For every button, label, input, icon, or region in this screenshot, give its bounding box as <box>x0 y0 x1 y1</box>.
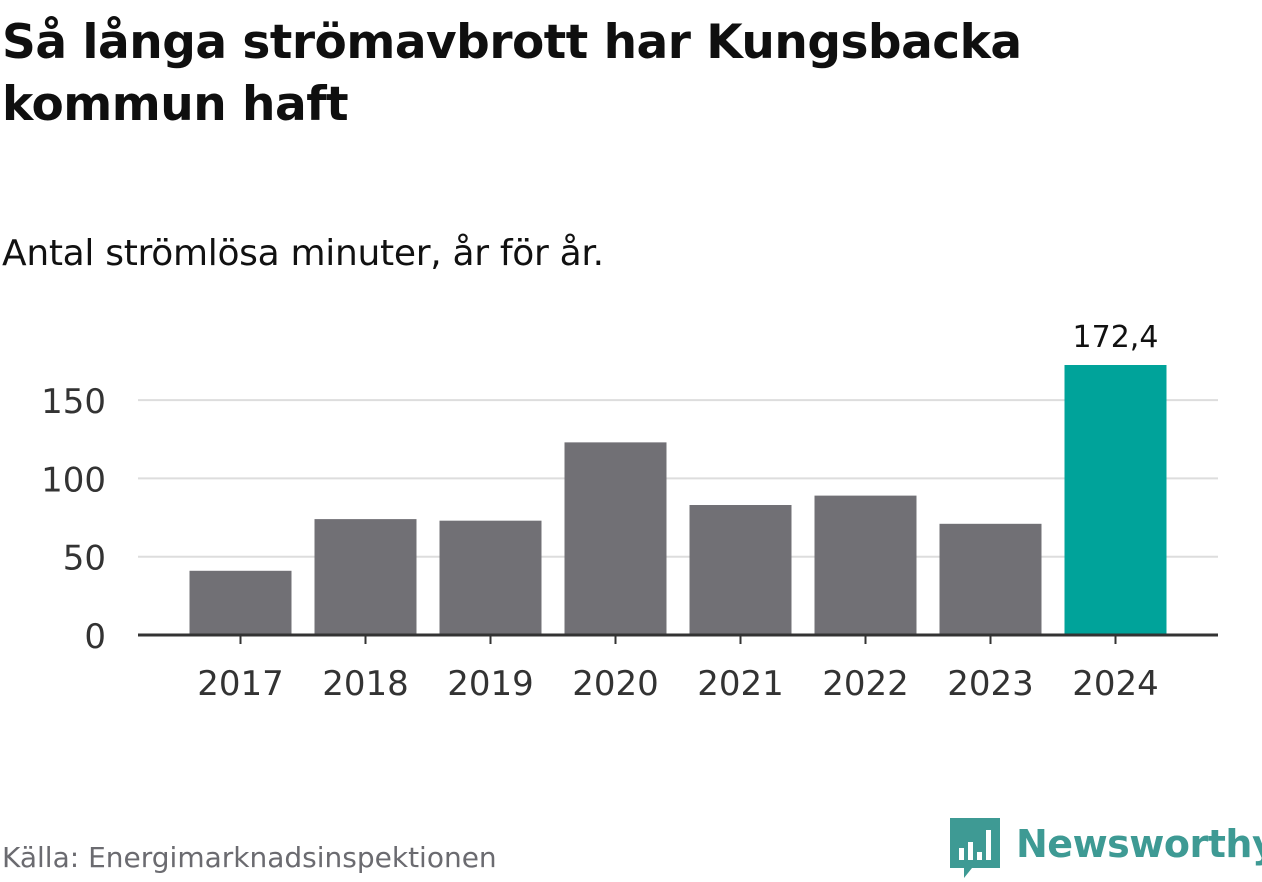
chart-subtitle: Antal strömlösa minuter, år för år. <box>2 233 604 274</box>
bar-2017 <box>189 570 292 635</box>
labels: 0 50 100 150 2017 2018 2019 2020 2021 2022 2023 202… <box>41 320 1159 704</box>
x-axis <box>138 633 1218 644</box>
x-tick-label-2023: 2023 <box>947 664 1034 704</box>
y-tick-label-150: 150 <box>41 382 106 422</box>
newsworthy-logo-icon <box>950 818 1000 878</box>
bar-2023 <box>939 523 1042 635</box>
x-tick-label-2022: 2022 <box>822 664 909 704</box>
y-tick-label-0: 0 <box>84 617 106 657</box>
chart-title: Så långa strömavbrott har Kungsbacka kom… <box>2 15 1022 132</box>
bars <box>189 365 1167 635</box>
brand-name: Newsworthy <box>1016 822 1262 866</box>
y-tick-label-50: 50 <box>63 539 106 579</box>
brand: Newsworthy <box>950 818 1262 882</box>
source-note: Källa: Energimarknadsinspektionen <box>2 841 497 874</box>
x-tick-label-2017: 2017 <box>197 664 284 704</box>
bar-2021 <box>689 505 792 635</box>
x-tick-label-2024: 2024 <box>1072 664 1159 704</box>
bar-2022 <box>814 495 917 635</box>
bar-2018 <box>314 519 417 635</box>
bar-2020 <box>564 442 667 635</box>
y-tick-label-100: 100 <box>41 460 106 500</box>
x-tick-label-2020: 2020 <box>572 664 659 704</box>
bar-2024 <box>1064 365 1167 635</box>
x-tick-label-2019: 2019 <box>447 664 534 704</box>
gridlines <box>138 399 1218 558</box>
data-label-2024: 172,4 <box>1073 320 1159 355</box>
bar-2019 <box>439 520 542 635</box>
x-tick-label-2021: 2021 <box>697 664 784 704</box>
x-tick-label-2018: 2018 <box>322 664 409 704</box>
